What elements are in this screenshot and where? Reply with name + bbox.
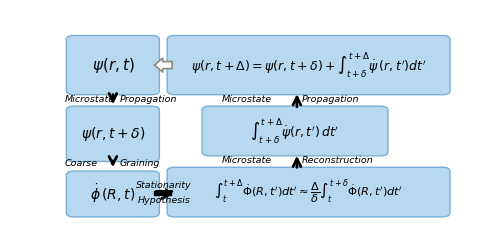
Text: Reconstruction: Reconstruction [302, 156, 374, 165]
FancyBboxPatch shape [66, 106, 160, 161]
Text: $\psi(r,t)$: $\psi(r,t)$ [92, 56, 134, 75]
Text: Graining: Graining [120, 159, 160, 168]
Text: Coarse: Coarse [64, 159, 98, 168]
Text: $\psi(r,t+\Delta) = \psi(r,t+\delta) + \int_{t+\delta}^{t+\Delta}\dot{\psi}\,(r,: $\psi(r,t+\Delta) = \psi(r,t+\delta) + \… [191, 50, 426, 80]
Text: Propagation: Propagation [120, 95, 178, 104]
FancyBboxPatch shape [167, 35, 450, 95]
Text: Microstate: Microstate [222, 95, 272, 104]
FancyBboxPatch shape [66, 171, 160, 217]
Text: $\int_{t}^{t+\Delta}\dot{\Phi}(R,t')dt' \approx \dfrac{\Delta}{\delta}\int_{t}^{: $\int_{t}^{t+\Delta}\dot{\Phi}(R,t')dt' … [214, 178, 403, 206]
Bar [154, 191, 171, 195]
Text: Microstate: Microstate [64, 95, 114, 104]
Text: Microstate: Microstate [222, 156, 272, 165]
Text: Propagation: Propagation [302, 95, 360, 104]
FancyArrowPatch shape [156, 187, 172, 199]
FancyBboxPatch shape [202, 106, 388, 156]
Text: $\dot{\phi}\,(R,t)$: $\dot{\phi}\,(R,t)$ [90, 183, 136, 205]
Text: Stationarity: Stationarity [136, 181, 192, 190]
Text: $\int_{t+\delta}^{t+\Delta}\dot{\psi}(r,t')\,dt'$: $\int_{t+\delta}^{t+\Delta}\dot{\psi}(r,… [250, 116, 340, 146]
Text: Hypothesis: Hypothesis [138, 196, 190, 205]
FancyBboxPatch shape [167, 167, 450, 217]
FancyBboxPatch shape [66, 35, 160, 95]
Text: $\psi(r,t+\delta)$: $\psi(r,t+\delta)$ [80, 125, 145, 143]
FancyArrowPatch shape [154, 58, 172, 72]
